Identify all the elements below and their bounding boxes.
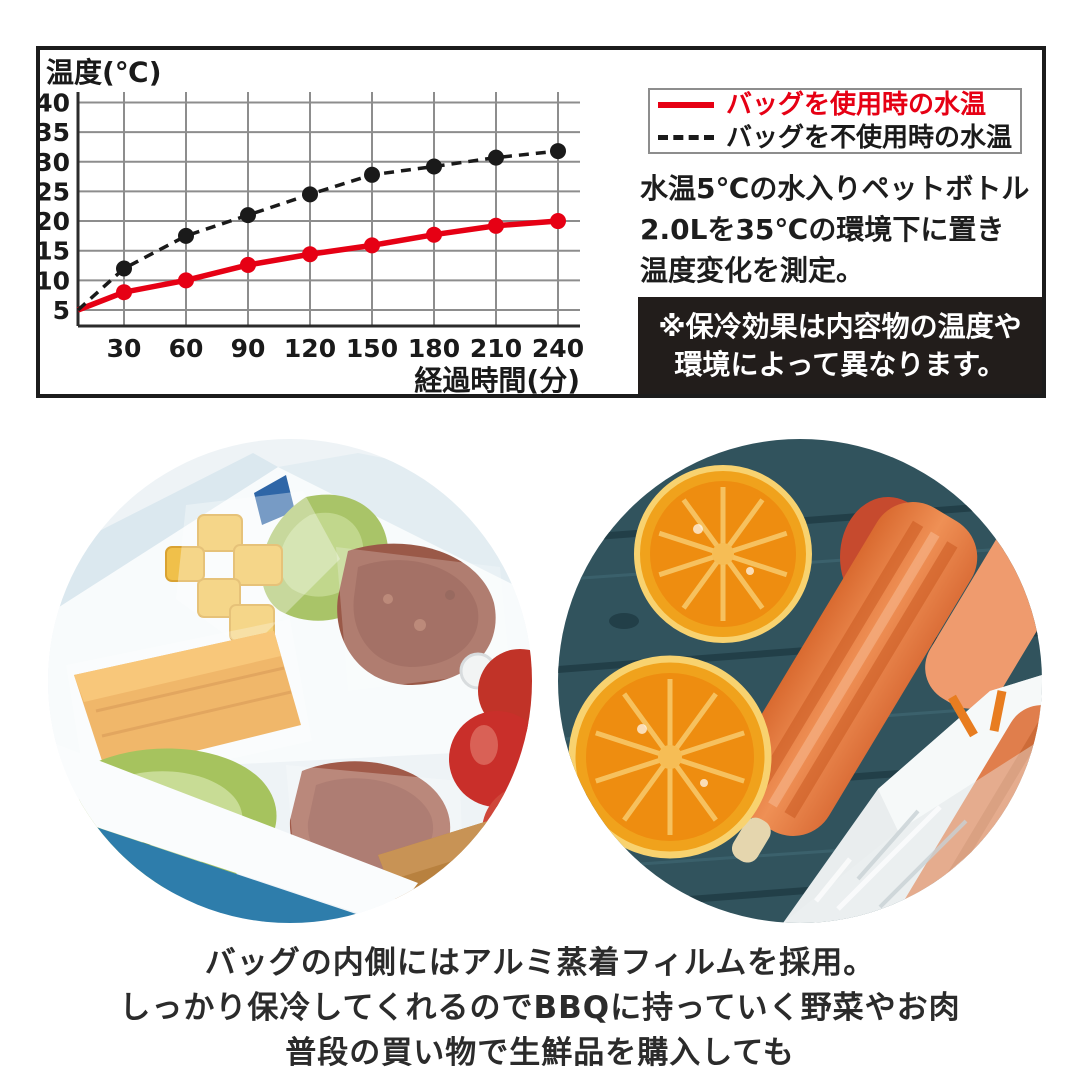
svg-text:経過時間(分): 経過時間(分) bbox=[414, 364, 580, 394]
svg-text:60: 60 bbox=[169, 334, 204, 363]
svg-text:180: 180 bbox=[408, 334, 460, 363]
legend-item-bag-not-used: バッグを不使用時の水温 bbox=[658, 125, 1012, 151]
orange-slice-top bbox=[634, 465, 812, 643]
svg-text:温度(℃): 温度(℃) bbox=[46, 56, 162, 89]
svg-text:30: 30 bbox=[40, 148, 70, 177]
svg-text:40: 40 bbox=[40, 88, 70, 117]
chart-legend: バッグを使用時の水温 バッグを不使用時の水温 bbox=[648, 88, 1022, 154]
svg-text:15: 15 bbox=[40, 237, 70, 266]
dashed-line-swatch-icon bbox=[658, 135, 714, 140]
disclaimer-line-1: ※保冷効果は内容物の温度や bbox=[658, 309, 1022, 343]
legend-label-bag-used: バッグを使用時の水温 bbox=[726, 89, 987, 120]
orange-slice-bottom bbox=[568, 655, 772, 859]
svg-text:240: 240 bbox=[532, 334, 584, 363]
oranges-popsicles-photo bbox=[558, 439, 1042, 923]
solid-line-swatch-icon bbox=[658, 101, 714, 108]
svg-text:10: 10 bbox=[40, 266, 70, 295]
svg-text:35: 35 bbox=[40, 118, 70, 147]
product-caption: バッグの内側にはアルミ蒸着フィルムを採用。 しっかり保冷してくれるのでBBQに持… bbox=[0, 941, 1080, 1076]
svg-text:25: 25 bbox=[40, 177, 70, 206]
legend-label-bag-not-used: バッグを不使用時の水温 bbox=[726, 122, 1013, 153]
svg-text:90: 90 bbox=[231, 334, 266, 363]
test-description-line-3: 温度変化を測定。 bbox=[640, 254, 865, 287]
oranges-popsicles-illustration bbox=[558, 439, 1042, 923]
caption-line-3: 普段の買い物で生鮮品を購入しても bbox=[285, 1035, 795, 1071]
caption-line-1: バッグの内側にはアルミ蒸着フィルムを採用。 bbox=[204, 945, 876, 981]
legend-item-bag-used: バッグを使用時の水温 bbox=[658, 92, 1012, 118]
caption-line-2: しっかり保冷してくれるのでBBQに持っていく野菜やお肉 bbox=[119, 990, 961, 1026]
svg-text:5: 5 bbox=[53, 296, 70, 325]
test-description-line-1: 水温5℃の水入りペットボトル bbox=[640, 172, 1030, 205]
cooler-food-illustration bbox=[48, 439, 532, 923]
svg-text:210: 210 bbox=[470, 334, 522, 363]
test-description-line-2: 2.0Lを35℃の環境下に置き bbox=[640, 213, 1005, 246]
test-description: 水温5℃の水入りペットボトル 2.0Lを35℃の環境下に置き 温度変化を測定。 bbox=[640, 168, 1045, 291]
svg-text:20: 20 bbox=[40, 207, 70, 236]
svg-text:120: 120 bbox=[284, 334, 336, 363]
cooling-test-panel: 5 10 15 20 25 30 35 40 30 60 90 120 150 180 210 240 温度(℃… bbox=[36, 46, 1046, 398]
disclaimer-line-2: 環境によって異なります。 bbox=[674, 347, 1006, 381]
disclaimer-box: ※保冷効果は内容物の温度や 環境によって異なります。 bbox=[638, 297, 1042, 394]
svg-text:30: 30 bbox=[107, 334, 142, 363]
cooler-food-photo bbox=[48, 439, 532, 923]
svg-text:150: 150 bbox=[346, 334, 398, 363]
